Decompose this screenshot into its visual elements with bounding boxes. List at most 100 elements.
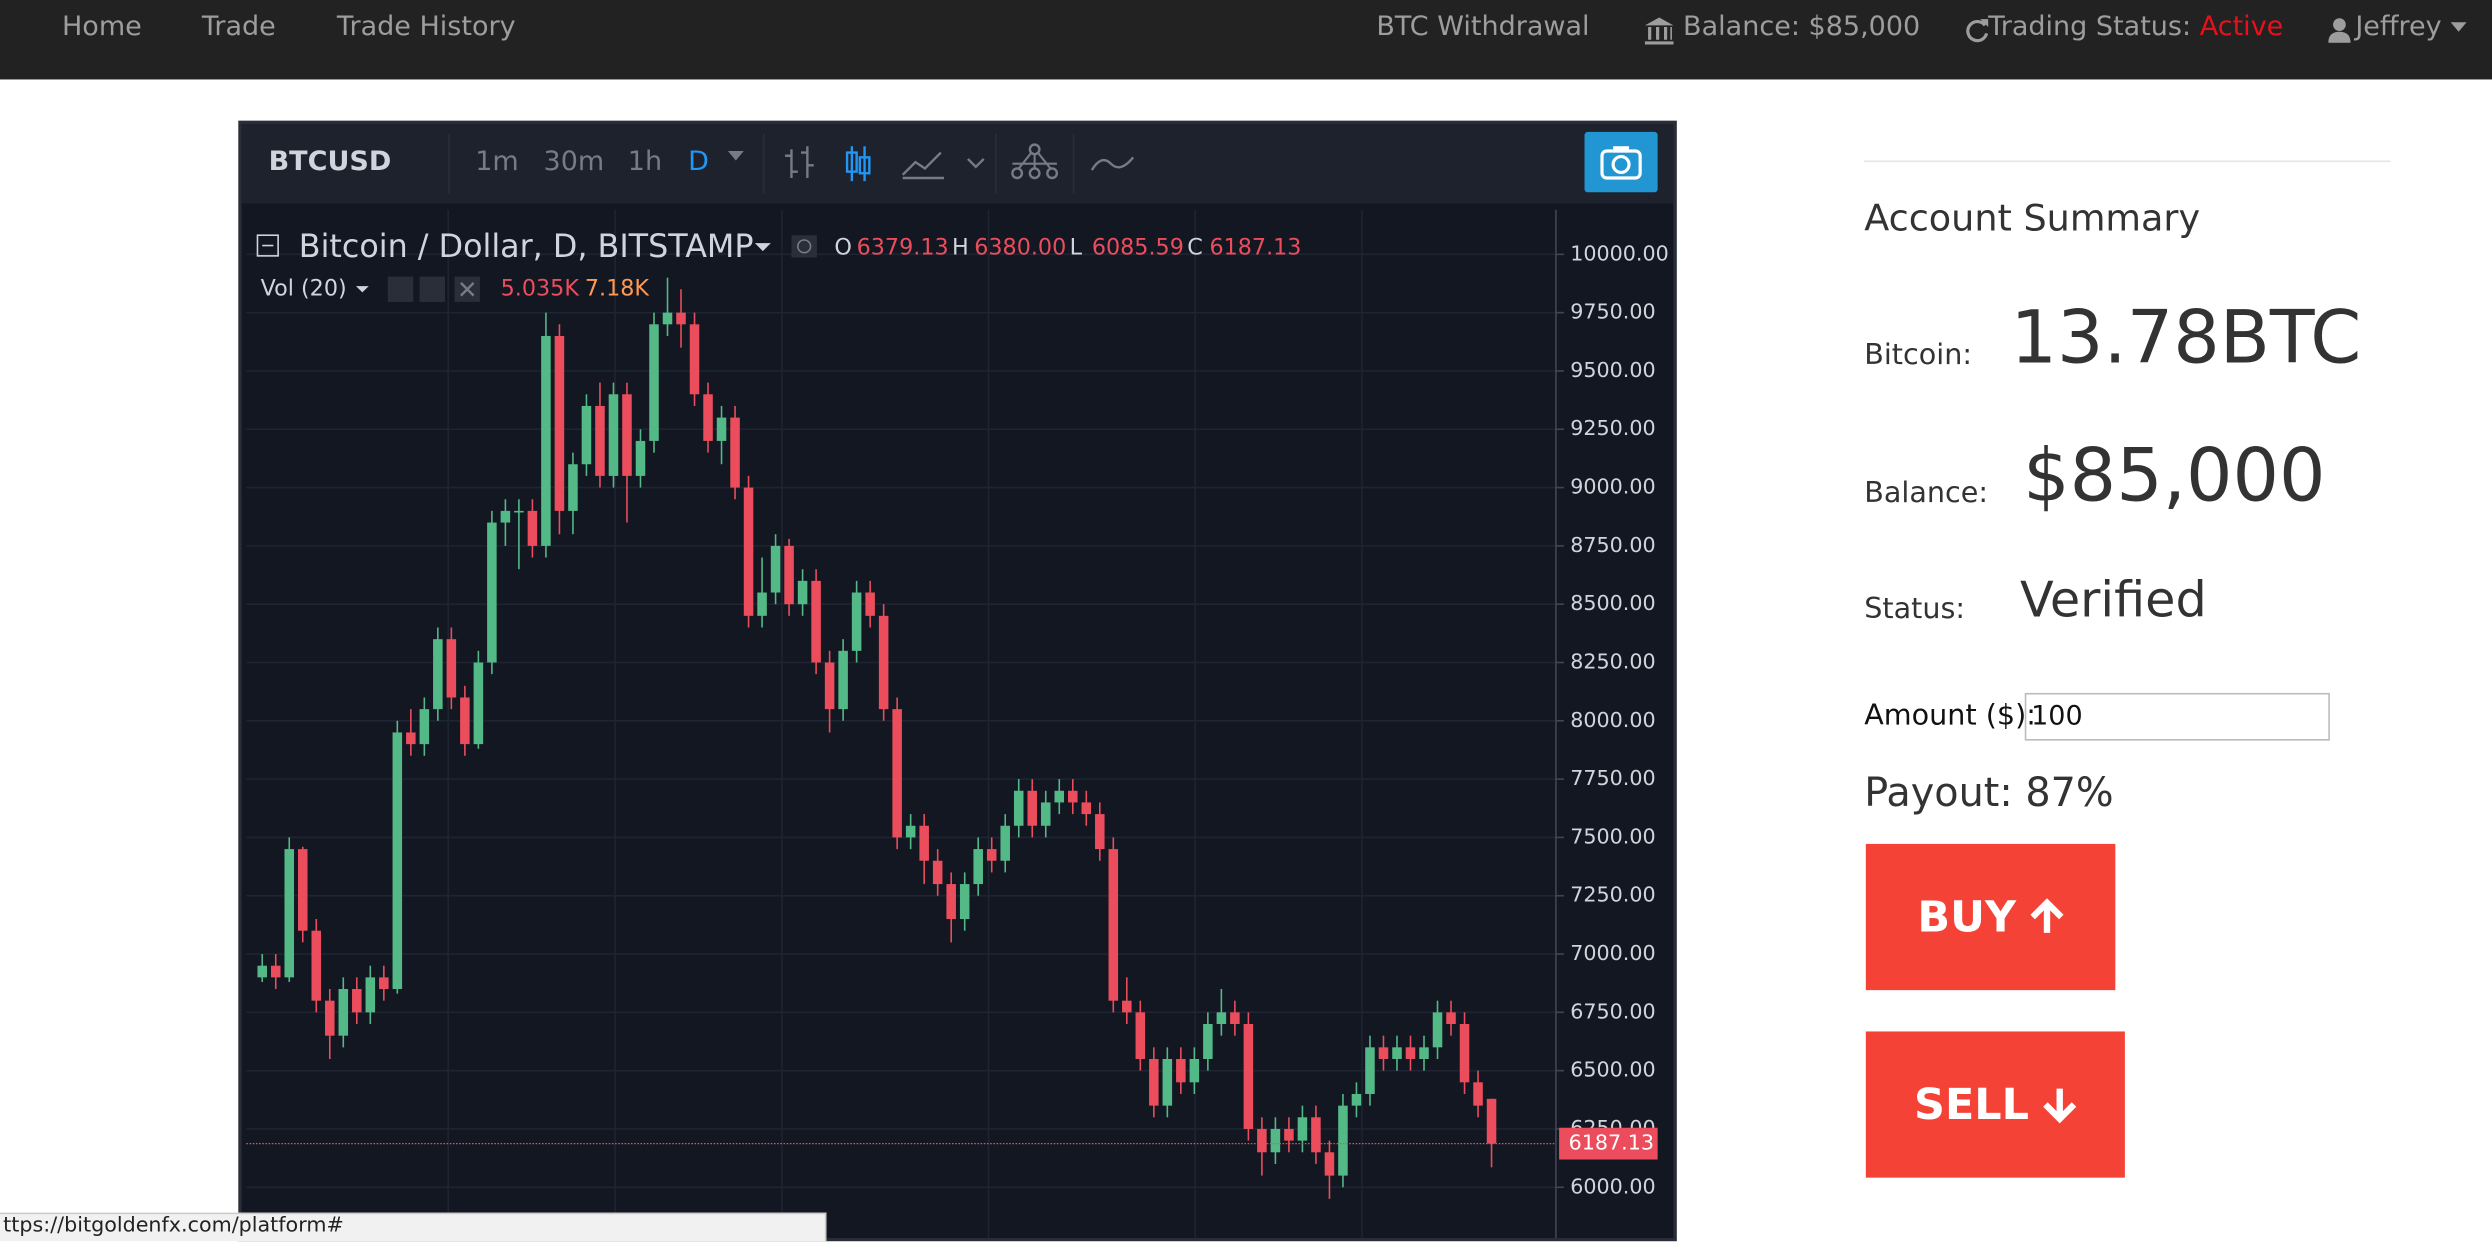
price-axis: 10000.00 9750.00 9500.00 9250.00 9000.00 8750… (246, 241, 1669, 1198)
candle-body (1108, 849, 1119, 1001)
candle-body (1284, 1128, 1294, 1141)
y-tick-label: 9000.00 (1570, 475, 1655, 499)
candle-body (1000, 825, 1010, 861)
candle-body (838, 650, 848, 710)
interval[interactable]: 1m (475, 146, 519, 179)
ohlc-key: O (834, 234, 852, 260)
candle-body (1230, 1012, 1240, 1025)
candle-body (865, 592, 875, 616)
candle-body (487, 522, 497, 663)
candle-body (1189, 1058, 1200, 1083)
vol-label: Vol (20) (261, 276, 347, 302)
candle-body (325, 1000, 335, 1036)
compare-icon[interactable] (1089, 148, 1137, 180)
candle-body (1432, 1012, 1443, 1048)
candle-body (689, 324, 700, 395)
candle-body (365, 977, 376, 1013)
camera-icon (1600, 146, 1642, 180)
nav-link[interactable]: Trade History (336, 11, 516, 43)
candle-body (770, 545, 781, 593)
candle-body (1419, 1047, 1429, 1059)
candle-body (460, 697, 470, 745)
snapshot-button[interactable] (1584, 131, 1658, 193)
candle-body (541, 335, 551, 546)
buy-button[interactable]: BUY (1865, 843, 2116, 991)
interval[interactable]: D (688, 146, 709, 179)
candle-body (297, 849, 308, 931)
candle-body (1405, 1047, 1416, 1059)
navbar: Home Trade Trade History BTC Withdrawal … (0, 0, 2492, 80)
candle-body (811, 580, 821, 663)
candle-body (622, 394, 632, 476)
candle-body (1095, 814, 1105, 850)
y-tick-label: 7000.00 (1570, 941, 1655, 965)
candle-body (1068, 790, 1078, 803)
collapse-icon[interactable] (256, 234, 279, 257)
candle-body (338, 989, 349, 1036)
candle-body (716, 417, 727, 441)
candle-body (419, 709, 430, 745)
candle-body (1040, 802, 1051, 826)
amount-input[interactable]: 100 (2024, 692, 2330, 741)
candle-body (1027, 790, 1038, 826)
interval[interactable]: 30m (543, 146, 605, 179)
account-title: Account Summary (1864, 198, 2201, 240)
y-tick-label: 10000.00 (1570, 241, 1669, 265)
status-bar: ttps://bitgoldenfx.com/platform# (0, 1212, 827, 1242)
row-value: $85,000 (2023, 432, 2326, 519)
sell-label: SELL (1914, 1079, 2029, 1130)
candle-body (433, 639, 443, 710)
nav-link[interactable]: Trade (201, 11, 276, 43)
y-tick-label: 9500.00 (1570, 358, 1655, 382)
candle-body (757, 592, 767, 616)
indicator-icon[interactable] (1009, 141, 1060, 186)
row-label: Status: (1864, 592, 1966, 627)
last-price-label: 6187.13 (1569, 1131, 1654, 1155)
candle-body (743, 487, 754, 616)
interval[interactable]: 1h (627, 146, 663, 179)
candle-body (1216, 1012, 1227, 1025)
status-label: Trading Status: (1988, 11, 2192, 43)
ohlc-key: C (1187, 234, 1203, 260)
candle-body (1162, 1058, 1173, 1106)
ohlc-value: 6085.59 (1092, 234, 1184, 260)
y-tick-label: 6500.00 (1570, 1058, 1655, 1082)
bank-icon (1644, 17, 1674, 45)
candle-body (1149, 1058, 1159, 1106)
candle-body (892, 709, 902, 838)
candle-body (568, 464, 578, 511)
nav-link[interactable]: Home (61, 11, 142, 43)
ohlc-value: 6379.13 (857, 234, 949, 260)
candle-body (1486, 1098, 1497, 1144)
nav-link[interactable]: BTC Withdrawal (1376, 11, 1590, 43)
y-tick-label: 6750.00 (1570, 999, 1655, 1023)
candle-body (1270, 1128, 1281, 1153)
user-menu[interactable]: Jeffrey (2355, 11, 2468, 43)
arrow-down (2042, 1088, 2076, 1124)
candle-body (473, 662, 484, 745)
candle-body (959, 884, 970, 920)
y-tick-label: 8500.00 (1570, 591, 1655, 615)
candle-body (1338, 1105, 1348, 1176)
status-value: Active (2199, 11, 2284, 43)
chart-style-icons (785, 146, 985, 182)
candle-body (1013, 790, 1024, 826)
sell-button[interactable]: SELL (1865, 1031, 2125, 1178)
candle-body (446, 639, 457, 698)
candle-body (352, 989, 362, 1013)
candle-body (797, 580, 808, 605)
nav-status: Trading Status: Active (1988, 11, 2283, 43)
symbol[interactable]: BTCUSD (268, 146, 392, 179)
candle-body (1351, 1093, 1362, 1106)
y-tick-label: 7500.00 (1570, 824, 1655, 848)
interval-menu[interactable] (718, 140, 744, 172)
candle-body (1257, 1128, 1267, 1153)
vol-value: 5.035K (501, 276, 581, 302)
candle-body (973, 849, 983, 885)
candle-body (905, 825, 916, 838)
payout: Payout: 87% (1864, 769, 2114, 816)
candle-body (946, 884, 956, 920)
candle-body (527, 510, 538, 546)
candle-body (919, 825, 929, 861)
